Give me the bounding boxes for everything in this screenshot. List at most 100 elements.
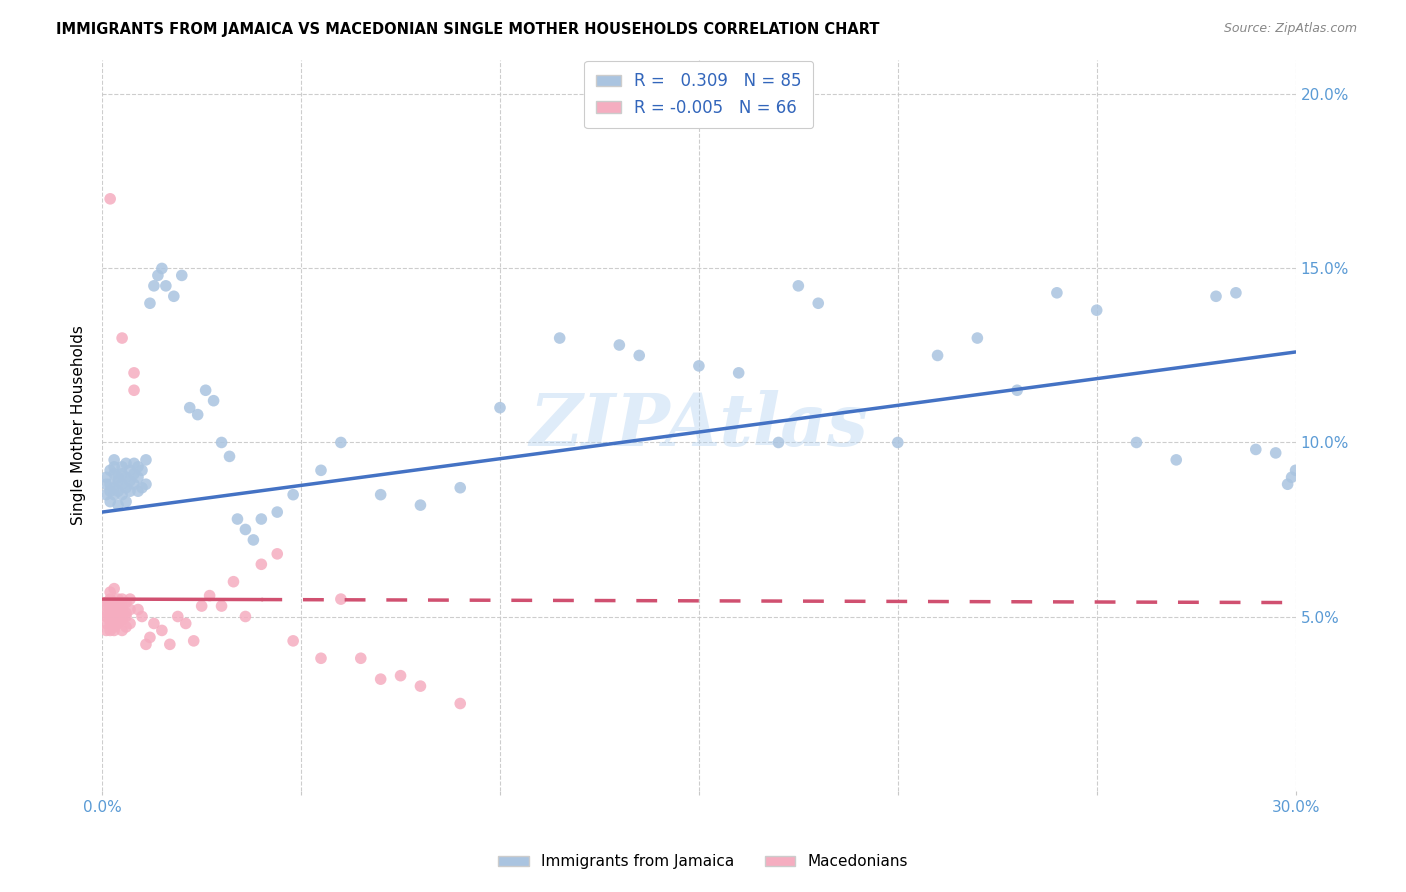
Point [111, 592, 134, 607]
Y-axis label: Single Mother Households: Single Mother Households [72, 325, 86, 525]
Point [98, 613, 121, 627]
Point [103, 620, 125, 634]
Point [107, 474, 129, 488]
Point [283, 488, 305, 502]
Point [131, 463, 153, 477]
Point [98, 592, 121, 607]
Point [768, 435, 790, 450]
Point [179, 401, 201, 415]
Point [139, 631, 162, 645]
Point [607, 338, 630, 352]
Point [98, 463, 121, 477]
Point [135, 453, 157, 467]
Point [103, 624, 125, 638]
Point [211, 435, 233, 450]
Point [115, 494, 138, 508]
Point [222, 574, 245, 589]
Point [142, 278, 165, 293]
Point [174, 616, 197, 631]
Point [103, 596, 125, 610]
Point [111, 602, 134, 616]
Point [194, 384, 217, 398]
Point [103, 606, 125, 620]
Point [98, 585, 121, 599]
Point [370, 488, 392, 502]
Point [389, 668, 412, 682]
Point [548, 331, 571, 345]
Point [183, 633, 205, 648]
Point [150, 261, 173, 276]
Point [96, 488, 118, 502]
Point [115, 620, 138, 634]
Point [266, 547, 288, 561]
Point [170, 268, 193, 283]
Point [111, 613, 134, 627]
Text: Source: ZipAtlas.com: Source: ZipAtlas.com [1223, 22, 1357, 36]
Legend: R =   0.309   N = 85, R = -0.005   N = 66: R = 0.309 N = 85, R = -0.005 N = 66 [585, 61, 814, 128]
Point [120, 474, 142, 488]
Point [103, 481, 125, 495]
Point [120, 463, 142, 477]
Point [329, 592, 352, 607]
Point [1046, 285, 1069, 300]
Point [111, 459, 134, 474]
Point [966, 331, 988, 345]
Point [107, 616, 129, 631]
Point [146, 268, 169, 283]
Point [115, 609, 138, 624]
Point [96, 616, 118, 631]
Point [370, 672, 392, 686]
Point [98, 624, 121, 638]
Point [1244, 442, 1267, 457]
Point [1264, 446, 1286, 460]
Point [96, 596, 118, 610]
Point [163, 289, 186, 303]
Point [98, 599, 121, 613]
Point [449, 481, 471, 495]
Text: IMMIGRANTS FROM JAMAICA VS MACEDONIAN SINGLE MOTHER HOUSEHOLDS CORRELATION CHART: IMMIGRANTS FROM JAMAICA VS MACEDONIAN SI… [56, 22, 880, 37]
Legend: Immigrants from Jamaica, Macedonians: Immigrants from Jamaica, Macedonians [492, 848, 914, 875]
Point [1125, 435, 1147, 450]
Point [449, 697, 471, 711]
Point [1005, 384, 1028, 398]
Point [1166, 453, 1188, 467]
Point [202, 393, 225, 408]
Point [96, 606, 118, 620]
Point [235, 523, 257, 537]
Point [98, 477, 121, 491]
Point [727, 366, 749, 380]
Point [98, 494, 121, 508]
Point [1085, 303, 1108, 318]
Point [115, 481, 138, 495]
Point [103, 459, 125, 474]
Point [283, 633, 305, 648]
Point [98, 192, 121, 206]
Point [150, 624, 173, 638]
Point [211, 599, 233, 613]
Point [190, 599, 212, 613]
Point [103, 488, 125, 502]
Point [98, 609, 121, 624]
Point [96, 470, 118, 484]
Point [155, 278, 177, 293]
Point [135, 637, 157, 651]
Point [628, 348, 651, 362]
Point [242, 533, 264, 547]
Point [103, 599, 125, 613]
Point [1225, 285, 1247, 300]
Point [120, 592, 142, 607]
Point [107, 470, 129, 484]
Point [409, 679, 432, 693]
Point [807, 296, 830, 310]
Text: ZIPAtlas: ZIPAtlas [530, 390, 869, 460]
Point [131, 609, 153, 624]
Point [309, 651, 332, 665]
Point [127, 484, 149, 499]
Point [122, 477, 145, 491]
Point [887, 435, 910, 450]
Point [96, 624, 118, 638]
Point [111, 331, 134, 345]
Point [111, 467, 134, 481]
Point [235, 609, 257, 624]
Point [688, 359, 710, 373]
